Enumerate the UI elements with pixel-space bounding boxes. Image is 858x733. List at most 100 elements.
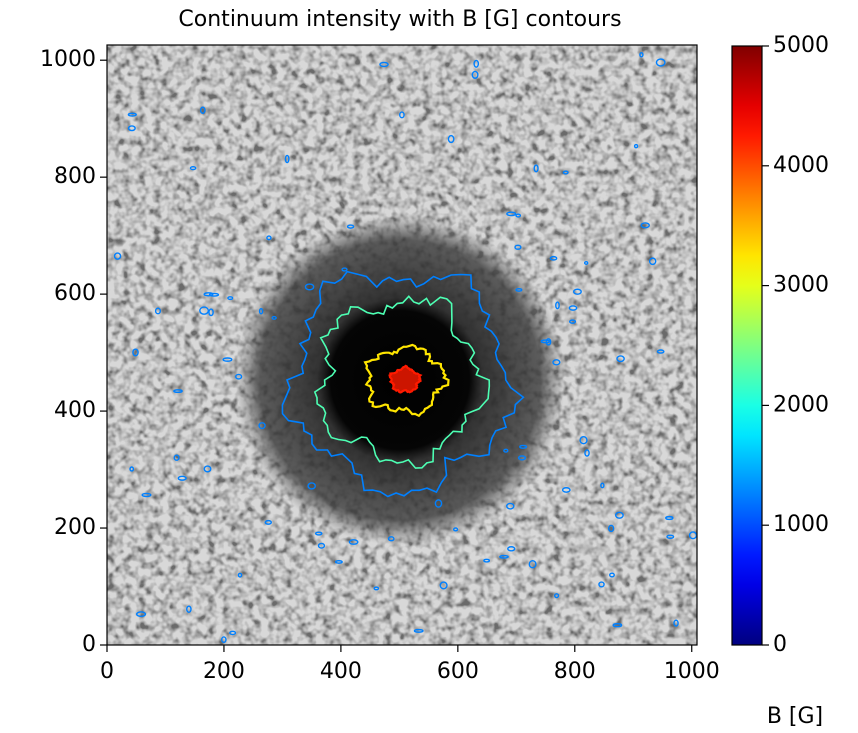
contour [439, 581, 448, 590]
contour [271, 315, 277, 320]
contour [473, 59, 480, 68]
contour [203, 465, 212, 473]
contour [313, 295, 491, 469]
y-tick-label: 400 [54, 398, 96, 423]
contour [515, 287, 523, 292]
contour [220, 636, 227, 644]
contour [173, 454, 180, 461]
contour [561, 487, 571, 493]
y-tick-label: 0 [82, 632, 96, 657]
contour [517, 455, 527, 461]
contour [132, 348, 139, 357]
contour [127, 125, 136, 132]
colorbar-tick-label: 4000 [773, 153, 829, 178]
contour [334, 560, 343, 564]
contour [533, 164, 539, 173]
contour [616, 355, 625, 363]
contour [609, 572, 615, 578]
contour [568, 305, 578, 311]
contour [572, 288, 582, 295]
contour [284, 154, 290, 164]
contour [514, 244, 522, 250]
contour [648, 257, 657, 266]
contour [281, 270, 525, 498]
contour [673, 619, 679, 627]
contour [552, 359, 561, 366]
contour [113, 252, 122, 260]
contour [135, 611, 147, 618]
contour [266, 235, 272, 241]
contour [612, 623, 623, 628]
image [107, 45, 697, 645]
plot-frame [106, 44, 698, 646]
contour [555, 301, 560, 310]
contour [237, 572, 243, 578]
contour [639, 51, 644, 58]
contour [203, 292, 214, 297]
contour [569, 319, 577, 324]
contour [600, 482, 605, 489]
colorbar-tick-label: 1000 [773, 512, 829, 537]
contour [186, 605, 192, 613]
contour [363, 343, 450, 418]
x-tick-label: 0 [100, 659, 114, 684]
contour [608, 524, 615, 533]
contour [173, 389, 183, 394]
y-tick-label: 1000 [40, 47, 96, 72]
contour [614, 511, 624, 519]
contour [341, 267, 348, 272]
contour [141, 492, 152, 498]
contour [553, 593, 560, 599]
contour [235, 373, 243, 380]
contour [499, 554, 509, 559]
contour [562, 170, 569, 175]
contour [540, 339, 551, 344]
colorbar-tick-label: 5000 [773, 33, 829, 58]
colorbar-tick-label: 2000 [773, 392, 829, 417]
contour [199, 306, 210, 315]
y-tick-label: 600 [54, 281, 96, 306]
x-tick-label: 1000 [664, 659, 720, 684]
contour [208, 292, 220, 297]
chart-title: Continuum intensity with B [G] contours [178, 7, 621, 32]
contour [434, 499, 443, 508]
contour [177, 475, 187, 481]
contour [519, 444, 528, 449]
contour [229, 630, 237, 636]
contour [387, 536, 395, 542]
contour [515, 213, 522, 218]
contour [264, 519, 272, 525]
contour [348, 539, 359, 545]
contour [640, 222, 650, 229]
contour [506, 211, 517, 217]
contour [665, 515, 674, 521]
contour [507, 546, 516, 552]
contour [655, 58, 666, 67]
contour [583, 260, 589, 265]
contour [452, 527, 459, 532]
contour [199, 106, 206, 114]
contour [399, 111, 405, 119]
x-tick-label: 800 [554, 659, 596, 684]
contour [506, 502, 515, 510]
contour [471, 70, 479, 79]
contour [483, 558, 491, 563]
contour [413, 628, 424, 633]
contour [222, 357, 233, 362]
contour [307, 482, 316, 490]
x-tick-label: 400 [320, 659, 362, 684]
contour [373, 586, 380, 591]
contour [545, 338, 552, 346]
contour [598, 581, 605, 588]
contour [314, 531, 323, 536]
contour [633, 143, 639, 149]
colorbar-tick-label: 0 [773, 632, 787, 657]
contour [129, 466, 135, 472]
contour [317, 542, 326, 549]
y-tick-label: 200 [54, 515, 96, 540]
contour [208, 308, 214, 317]
contour [258, 307, 264, 315]
contour [346, 224, 355, 229]
contour [304, 283, 315, 291]
contour [189, 165, 197, 171]
